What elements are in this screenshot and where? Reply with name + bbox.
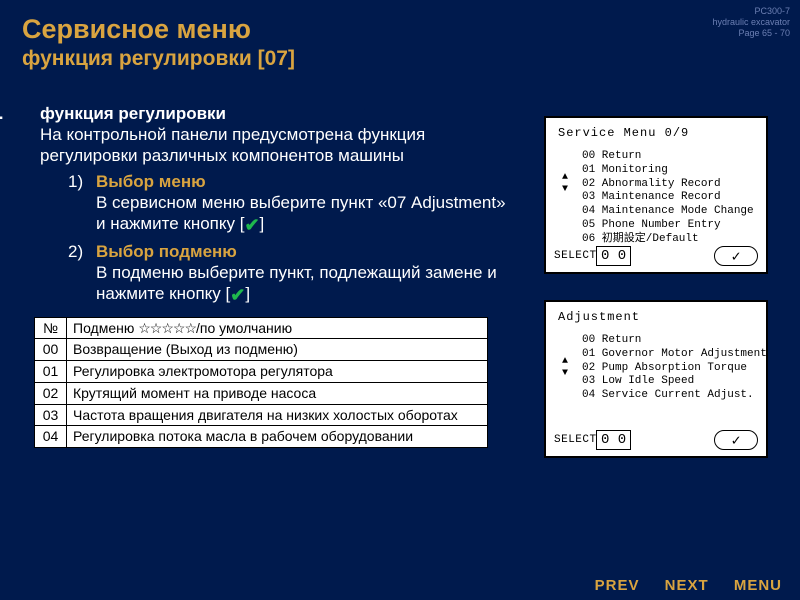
- prev-button[interactable]: PREV: [595, 577, 640, 594]
- list-item: 01 Governor Motor Adjustment: [582, 348, 758, 362]
- menu-button[interactable]: MENU: [734, 577, 782, 594]
- lcd1-bottom: SELECT 0 0 ✓: [554, 242, 758, 266]
- col-desc-a: Подменю: [73, 320, 138, 336]
- main-content: I. функция регулировки На контрольной па…: [0, 104, 510, 448]
- lcd2-bottom: SELECT 0 0 ✓: [554, 426, 758, 450]
- check-icon: ✔: [244, 214, 259, 237]
- table-row: 01Регулировка электромотора регулятора: [35, 361, 488, 383]
- list-item: 01 Monitoring: [582, 164, 758, 178]
- list-item: 00 Return: [582, 150, 758, 164]
- model-code: PC300-7: [712, 6, 790, 17]
- step-1-body-b: ]: [260, 214, 265, 233]
- list-item: 04 Service Current Adjust.: [582, 389, 758, 403]
- confirm-icon: ✓: [714, 430, 758, 450]
- title-line1: Сервисное меню: [22, 14, 800, 45]
- col-desc: Подменю ☆☆☆☆☆/по умолчанию: [67, 317, 488, 339]
- digit-box: 0 0: [596, 430, 631, 450]
- list-item: 02 Abnormality Record: [582, 178, 758, 192]
- steps-list: Выбор меню В сервисном меню выберите пун…: [68, 171, 510, 307]
- section-heading: функция регулировки: [40, 104, 510, 124]
- step-2: Выбор подменю В подменю выберите пункт, …: [68, 241, 510, 307]
- lcd-adjustment-menu: Adjustment ▲▼ 00 Return 01 Governor Moto…: [544, 300, 768, 458]
- step-2-title: Выбор подменю: [96, 242, 237, 261]
- list-item: 04 Maintenance Mode Change: [582, 205, 758, 219]
- list-item: 03 Maintenance Record: [582, 191, 758, 205]
- step-1: Выбор меню В сервисном меню выберите пун…: [68, 171, 510, 237]
- scroll-arrows-icon: ▲▼: [562, 172, 568, 196]
- step-1-title: Выбор меню: [96, 172, 206, 191]
- table-row: 04Регулировка потока масла в рабочем обо…: [35, 426, 488, 448]
- lcd1-menu: ▲▼ 00 Return 01 Monitoring 02 Abnormalit…: [582, 150, 758, 246]
- col-num: №: [35, 317, 67, 339]
- stars-icon: ☆☆☆☆☆: [138, 320, 196, 336]
- page-title: Сервисное меню функция регулировки [07]: [0, 0, 800, 71]
- list-item: 05 Phone Number Entry: [582, 219, 758, 233]
- confirm-icon: ✓: [714, 246, 758, 266]
- table-row: 03Частота вращения двигателя на низких х…: [35, 404, 488, 426]
- list-item: 03 Low Idle Speed: [582, 375, 758, 389]
- header-meta: PC300-7 hydraulic excavator Page 65 - 70: [712, 6, 790, 38]
- lcd1-title: Service Menu 0/9: [558, 126, 758, 140]
- next-button[interactable]: NEXT: [665, 577, 709, 594]
- section-intro: На контрольной панели предусмотрена функ…: [40, 124, 510, 167]
- digit-box: 0 0: [596, 246, 631, 266]
- list-item: 02 Pump Absorption Torque: [582, 362, 758, 376]
- product-name: hydraulic excavator: [712, 17, 790, 28]
- submenu-table: № Подменю ☆☆☆☆☆/по умолчанию 00Возвращен…: [34, 317, 488, 449]
- title-line2: функция регулировки [07]: [22, 47, 800, 71]
- list-item: 00 Return: [582, 334, 758, 348]
- table-row: 02Крутящий момент на приводе насоса: [35, 382, 488, 404]
- lcd-service-menu: Service Menu 0/9 ▲▼ 00 Return 01 Monitor…: [544, 116, 768, 274]
- footer-nav: PREV NEXT MENU: [575, 577, 782, 594]
- col-desc-b: /по умолчанию: [196, 320, 292, 336]
- table-header-row: № Подменю ☆☆☆☆☆/по умолчанию: [35, 317, 488, 339]
- section-roman: I.: [0, 104, 3, 124]
- select-label: SELECT: [554, 434, 597, 446]
- table-row: 00Возвращение (Выход из подменю): [35, 339, 488, 361]
- scroll-arrows-icon: ▲▼: [562, 356, 568, 380]
- step-2-body-a: В подменю выберите пункт, подлежащий зам…: [96, 263, 497, 303]
- lcd2-title: Adjustment: [558, 310, 758, 324]
- check-icon: ✔: [230, 284, 245, 307]
- step-1-body-a: В сервисном меню выберите пункт «07 Adju…: [96, 193, 506, 233]
- select-label: SELECT: [554, 250, 597, 262]
- lcd2-menu: ▲▼ 00 Return 01 Governor Motor Adjustmen…: [582, 334, 758, 403]
- page-range: Page 65 - 70: [712, 28, 790, 39]
- step-2-body-b: ]: [245, 284, 250, 303]
